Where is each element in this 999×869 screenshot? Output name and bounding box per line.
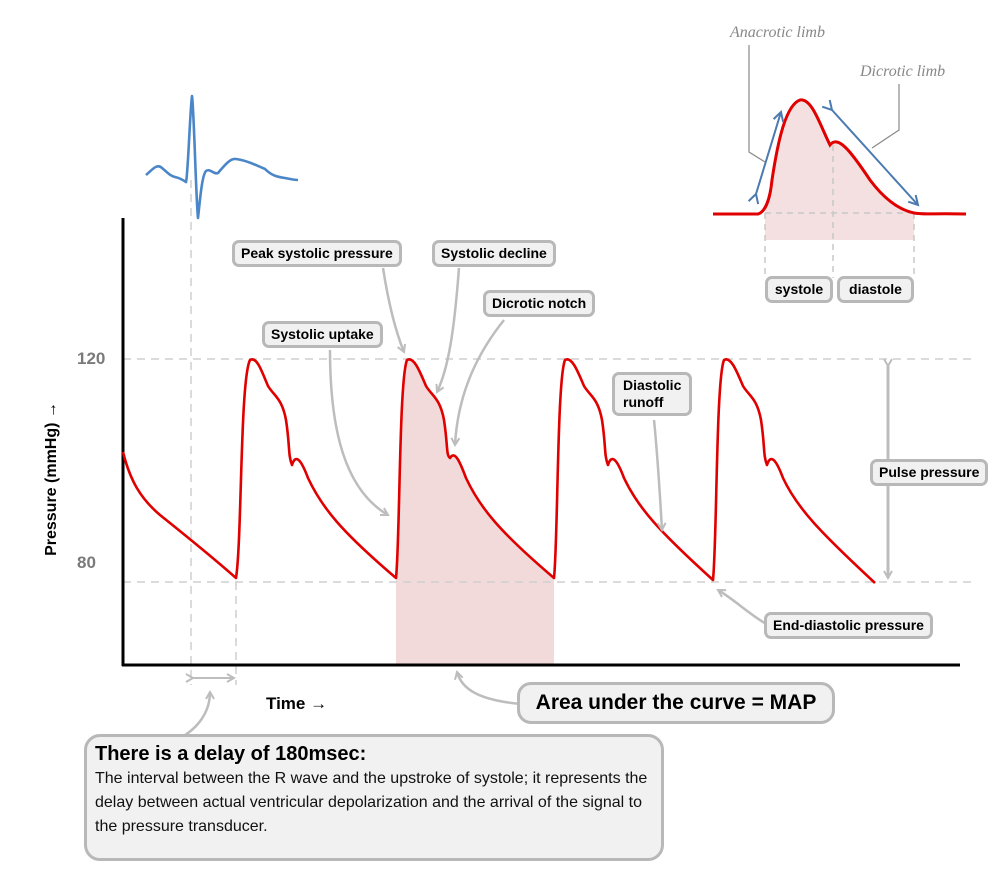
inset-diastole-label: diastole (837, 276, 914, 303)
callout-pulse-pressure: Pulse pressure (870, 459, 989, 486)
inset-anacrotic-limb-label: Anacrotic limb (730, 24, 825, 41)
diastolic-runoff-line1: Diastolic (623, 377, 682, 393)
inset-waveform (713, 45, 967, 278)
pressure-waveform (121, 358, 876, 584)
inset-dicrotic-limb-label: Dicrotic limb (860, 63, 946, 80)
x-axis-label: Time → (266, 694, 328, 713)
inset-systole-label: systole (765, 276, 833, 303)
reference-lines (123, 180, 975, 685)
callout-systolic-uptake: Systolic uptake (262, 321, 383, 348)
map-area-fill (396, 359, 554, 665)
callout-end-diastolic: End-diastolic pressure (764, 612, 933, 639)
callout-diastolic-runoff: Diastolic runoff (612, 372, 693, 416)
ytick-120: 120 (77, 349, 106, 368)
ecg-trace (145, 94, 299, 220)
callout-systolic-decline: Systolic decline (432, 240, 556, 267)
delay-note-body: The interval between the R wave and the … (95, 770, 648, 835)
y-axis-label: Pressure (mmHg) → (43, 402, 60, 556)
diastolic-runoff-line2: runoff (623, 394, 664, 410)
map-note: Area under the curve = MAP (517, 682, 835, 724)
delay-note: There is a delay of 180msec: The interva… (84, 734, 664, 861)
delay-note-title: There is a delay of 180msec: (95, 743, 367, 765)
callout-peak-systolic: Peak systolic pressure (232, 240, 402, 267)
ytick-80: 80 (77, 553, 96, 572)
callout-dicrotic-notch: Dicrotic notch (483, 290, 596, 317)
axes (121, 218, 960, 667)
